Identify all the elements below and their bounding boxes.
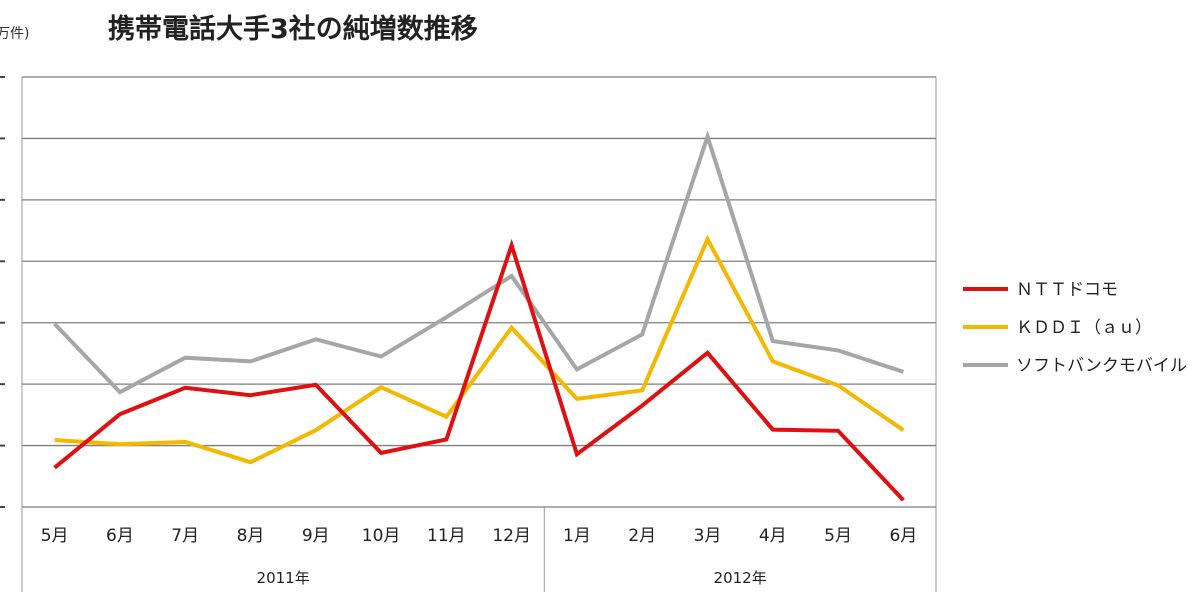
x-tick-label: 11月 — [427, 526, 466, 546]
legend-label: ＮＴＴドコモ — [1016, 280, 1118, 300]
x-tick-label: 5月 — [41, 526, 69, 546]
x-tick-label: 3月 — [694, 526, 722, 546]
unit-label: 万件) — [0, 26, 29, 42]
chart-title: 携帯電話大手3社の純増数推移 — [108, 13, 478, 45]
x-axis-tick-labels: 5月 6月 7月 8月 9月 10月 11月 12月 1月 2月 3月 4月 5月 6月 — [21, 507, 917, 592]
series-line — [53, 238, 905, 502]
series-line — [53, 130, 905, 395]
x-tick-label: 6月 — [889, 526, 917, 546]
x-tick-label: 10月 — [362, 526, 401, 546]
legend-label: ＫＤＤＩ（ａｕ） — [1016, 318, 1152, 338]
legend: ＮＴＴドコモ ＫＤＤＩ（ａｕ） ソフトバンクモバイル — [963, 280, 1187, 376]
x-tick-label: 9月 — [302, 526, 330, 546]
series-lines — [53, 130, 905, 502]
gridlines — [0, 76, 936, 508]
x-tick-label: 1月 — [563, 526, 591, 546]
x-tick-label: 2月 — [628, 526, 656, 546]
plot-area — [21, 76, 937, 592]
x-tick-label: 6月 — [106, 526, 134, 546]
x-tick-label: 12月 — [492, 526, 531, 546]
x-tick-label: 5月 — [824, 526, 852, 546]
x-tick-label: 7月 — [171, 526, 199, 546]
legend-label: ソフトバンクモバイル — [1016, 356, 1187, 376]
x-tick-label: 4月 — [759, 526, 787, 546]
x-axis-year-groups: 2011年 2012年 — [257, 507, 767, 592]
series-line — [54, 234, 905, 465]
x-tick-label: 8月 — [237, 526, 265, 546]
year-label: 2011年 — [257, 569, 310, 587]
year-label: 2012年 — [714, 569, 767, 587]
